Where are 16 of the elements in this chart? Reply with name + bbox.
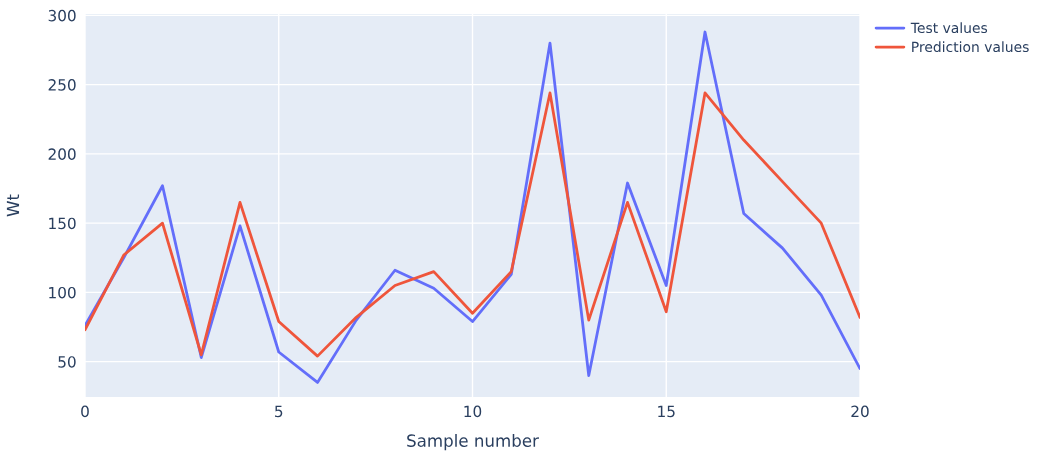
y-tick-label: 200: [48, 148, 76, 160]
y-tick-label: 100: [49, 286, 76, 299]
x-axis-title: Sample number: [407, 434, 539, 451]
legend-label: Prediction values: [912, 41, 1029, 53]
x-tick-label: 20: [851, 405, 869, 418]
x-tick-label: 5: [275, 405, 283, 418]
x-tick-label: 0: [81, 405, 89, 418]
y-tick-label: 300: [48, 9, 76, 22]
y-tick-label: 150: [49, 217, 76, 230]
y-axis-title: Wt: [6, 194, 20, 217]
y-tick-label: 50: [58, 356, 76, 368]
line-series: [85, 91, 860, 358]
y-tick-label: 250: [48, 79, 76, 91]
legend-label: Test values: [910, 22, 988, 34]
x-tick-label: 10: [464, 405, 482, 418]
x-tick-label: 15: [658, 405, 675, 418]
